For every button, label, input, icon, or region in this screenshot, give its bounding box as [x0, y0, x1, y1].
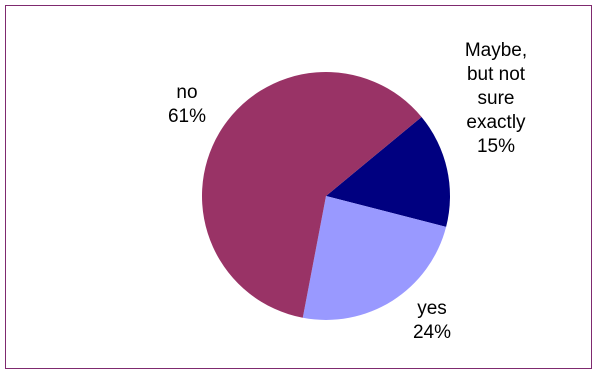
pie-slice-0: [326, 116, 450, 227]
slice-label-0: Maybe, but not sure exactly 15%: [465, 40, 527, 157]
pie-slice-1: [302, 196, 447, 320]
slice-label-2: no 61%: [168, 82, 206, 127]
slice-percent-label: 15%: [477, 136, 515, 157]
pie-slices: [201, 71, 450, 320]
slice-category-label: but not: [467, 64, 526, 85]
pie-labels: Maybe, but not sure exactly 15% yes 24% no 61%: [168, 40, 527, 343]
pie-slice-2: [201, 71, 422, 318]
slice-category-label: yes: [417, 298, 447, 319]
slice-category-label: Maybe,: [465, 40, 527, 61]
slice-label-1: yes 24%: [413, 298, 451, 343]
slice-category-label: no: [176, 82, 197, 103]
slice-category-label: sure: [478, 88, 515, 109]
slice-percent-label: 61%: [168, 106, 206, 127]
slice-category-label: exactly: [466, 112, 526, 133]
slice-percent-label: 24%: [413, 322, 451, 343]
